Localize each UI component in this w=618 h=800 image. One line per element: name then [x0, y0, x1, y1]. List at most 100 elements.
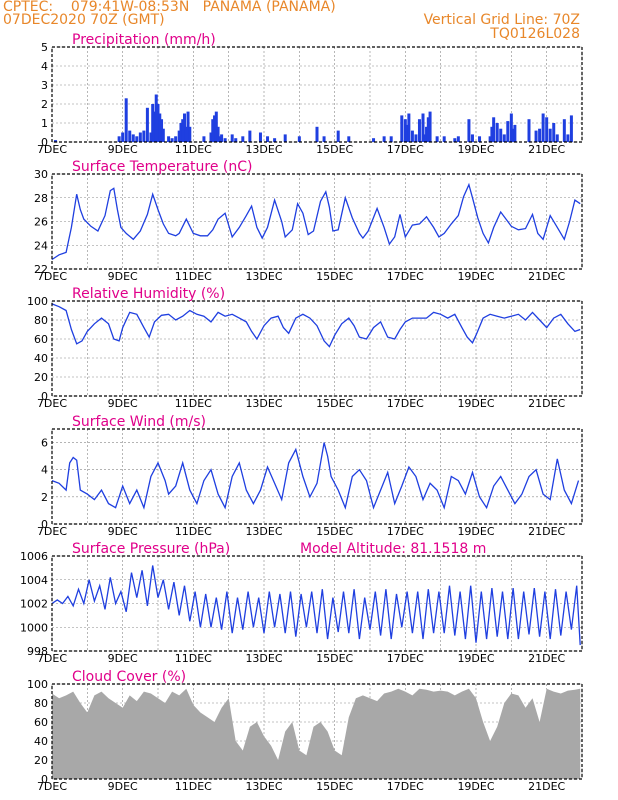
y-tick-label: 0 — [41, 136, 48, 149]
y-tick-label: 6 — [41, 437, 48, 450]
x-tick-label: 9DEC — [108, 652, 138, 665]
precip-bar — [128, 130, 132, 142]
precip-bar — [188, 126, 192, 142]
precip-bar — [442, 136, 446, 142]
x-tick-label: 7DEC — [37, 270, 67, 283]
precip-bar — [506, 121, 510, 142]
precip-bar — [167, 136, 171, 142]
panel-title: Surface Pressure (hPa) — [72, 541, 230, 557]
x-tick-label: 9DEC — [108, 780, 138, 793]
x-tick-label: 9DEC — [108, 397, 138, 410]
precip-bar — [403, 119, 407, 142]
y-tick-label: 20 — [34, 754, 48, 767]
precip-bar — [220, 134, 224, 142]
y-tick-label: 998 — [27, 645, 48, 658]
y-tick-label: 0 — [41, 518, 48, 531]
y-tick-label: 30 — [34, 168, 48, 181]
y-tick-label: 100 — [27, 295, 48, 308]
y-tick-label: 5 — [41, 41, 48, 54]
x-tick-label: 13DEC — [245, 397, 282, 410]
x-tick-label: 9DEC — [108, 270, 138, 283]
precip-bar — [382, 136, 386, 142]
precip-bar — [417, 119, 421, 142]
x-tick-label: 19DEC — [457, 143, 494, 156]
precip-bar — [117, 136, 121, 142]
x-tick-label: 13DEC — [245, 270, 282, 283]
precip-bar — [555, 134, 559, 142]
precip-bar — [428, 111, 432, 142]
x-tick-label: 7DEC — [37, 143, 67, 156]
y-tick-label: 4 — [41, 464, 48, 477]
panel-frame — [51, 555, 583, 652]
precip-bar — [407, 113, 411, 142]
x-tick-label: 7DEC — [37, 397, 67, 410]
y-tick-label: 60 — [34, 333, 48, 346]
x-tick-label: 11DEC — [175, 652, 212, 665]
x-tick-label: 17DEC — [387, 143, 424, 156]
x-tick-label: 11DEC — [175, 397, 212, 410]
y-tick-label: 0 — [41, 390, 48, 403]
y-tick-label: 24 — [34, 239, 48, 252]
precip-bar — [131, 134, 135, 142]
precip-bar — [562, 119, 566, 142]
y-tick-label: 1000 — [20, 621, 48, 634]
precip-bar — [400, 115, 404, 142]
temp-series-line — [51, 182, 581, 261]
precip-bar — [174, 136, 178, 142]
x-tick-label: 15DEC — [316, 270, 353, 283]
precip-bar — [179, 123, 183, 142]
y-tick-label: 4 — [41, 60, 48, 73]
precip-bar — [389, 136, 393, 142]
precip-bar — [478, 136, 482, 142]
precip-bar — [156, 104, 160, 142]
precip-bar — [545, 117, 549, 142]
x-tick-label: 19DEC — [457, 780, 494, 793]
precip-bar — [54, 140, 58, 142]
panel-frame — [51, 428, 583, 525]
precip-bar — [266, 136, 270, 142]
precip-bar — [283, 134, 287, 142]
header-location: CPTEC: 079:41W-08:53N PANAMA (PANAMA) — [3, 0, 336, 15]
panel-title: Surface Wind (m/s) — [72, 414, 206, 430]
x-tick-label: 15DEC — [316, 143, 353, 156]
x-tick-label: 15DEC — [316, 397, 353, 410]
y-tick-label: 28 — [34, 192, 48, 205]
y-tick-label: 1 — [41, 117, 48, 130]
precip-bar — [492, 117, 496, 142]
precip-bar — [273, 138, 277, 142]
precip-bar — [322, 136, 326, 142]
precip-bar — [569, 115, 573, 142]
precip-bar — [121, 132, 125, 142]
precip-bar — [372, 138, 376, 142]
precip-bar — [248, 130, 252, 142]
precip-bar — [548, 128, 552, 142]
precip-bar — [456, 136, 460, 142]
x-tick-label: 11DEC — [175, 270, 212, 283]
precip-bar — [160, 119, 164, 142]
panel-frame — [51, 46, 583, 143]
y-tick-label: 80 — [34, 697, 48, 710]
x-tick-label: 13DEC — [245, 143, 282, 156]
cloud-cover-area — [52, 688, 581, 779]
x-tick-label: 17DEC — [387, 525, 424, 538]
header-run-time: 07DEC2020 70Z (GMT) — [3, 12, 165, 28]
precip-bar — [453, 138, 457, 142]
precip-bar — [495, 123, 499, 142]
precip-bar — [552, 123, 556, 142]
precip-bar — [470, 134, 474, 142]
precip-bar — [186, 111, 190, 142]
panel-frame — [51, 173, 583, 270]
x-tick-label: 7DEC — [37, 652, 67, 665]
precip-bar — [181, 119, 185, 142]
precip-bar — [538, 128, 542, 142]
precip-bar — [149, 132, 153, 142]
wind-series-line — [51, 442, 580, 510]
y-tick-label: 20 — [34, 371, 48, 384]
precip-bar — [410, 130, 414, 142]
precip-bar — [213, 115, 217, 142]
header-grid-line: Vertical Grid Line: 70Z — [423, 12, 580, 28]
precip-bar — [435, 136, 439, 142]
precip-bar — [502, 134, 506, 142]
precip-bar — [421, 113, 425, 142]
